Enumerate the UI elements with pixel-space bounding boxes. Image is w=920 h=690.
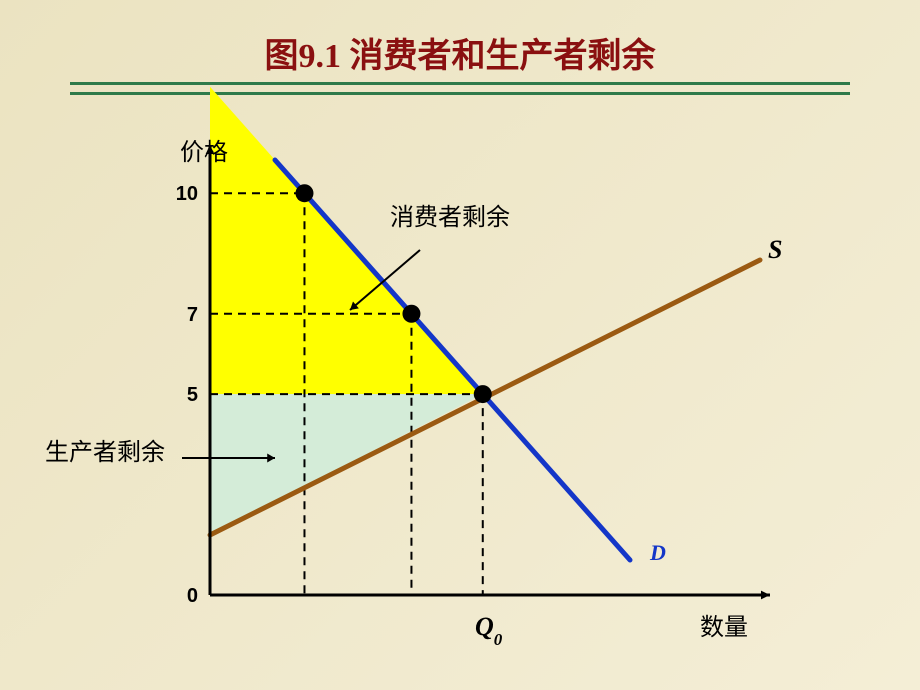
- producer-surplus-label: 生产者剩余: [45, 439, 165, 466]
- slide-root: 图9.1 消费者和生产者剩余 10750价格数量Q0SD消费者剩余生产者剩余: [0, 0, 920, 690]
- marker-point-0: [295, 184, 313, 202]
- y-tick-5: 5: [187, 384, 198, 406]
- marker-point-2: [474, 385, 492, 403]
- demand-label: D: [649, 540, 666, 565]
- y-tick-10: 10: [176, 183, 198, 205]
- x-axis-arrowhead: [761, 591, 770, 600]
- q0-label: Q0: [475, 612, 503, 649]
- y-tick-7: 7: [187, 304, 198, 326]
- y-tick-0: 0: [187, 585, 198, 607]
- consumer-surplus-label: 消费者剩余: [390, 204, 510, 231]
- marker-point-1: [402, 305, 420, 323]
- supply-label: S: [768, 235, 782, 264]
- y-axis-label: 价格: [180, 139, 228, 166]
- x-axis-label: 数量: [700, 614, 748, 641]
- surplus-chart: 10 7 5 0 价格数量 Q0 S D 消费者剩余生产者剩余: [0, 0, 920, 690]
